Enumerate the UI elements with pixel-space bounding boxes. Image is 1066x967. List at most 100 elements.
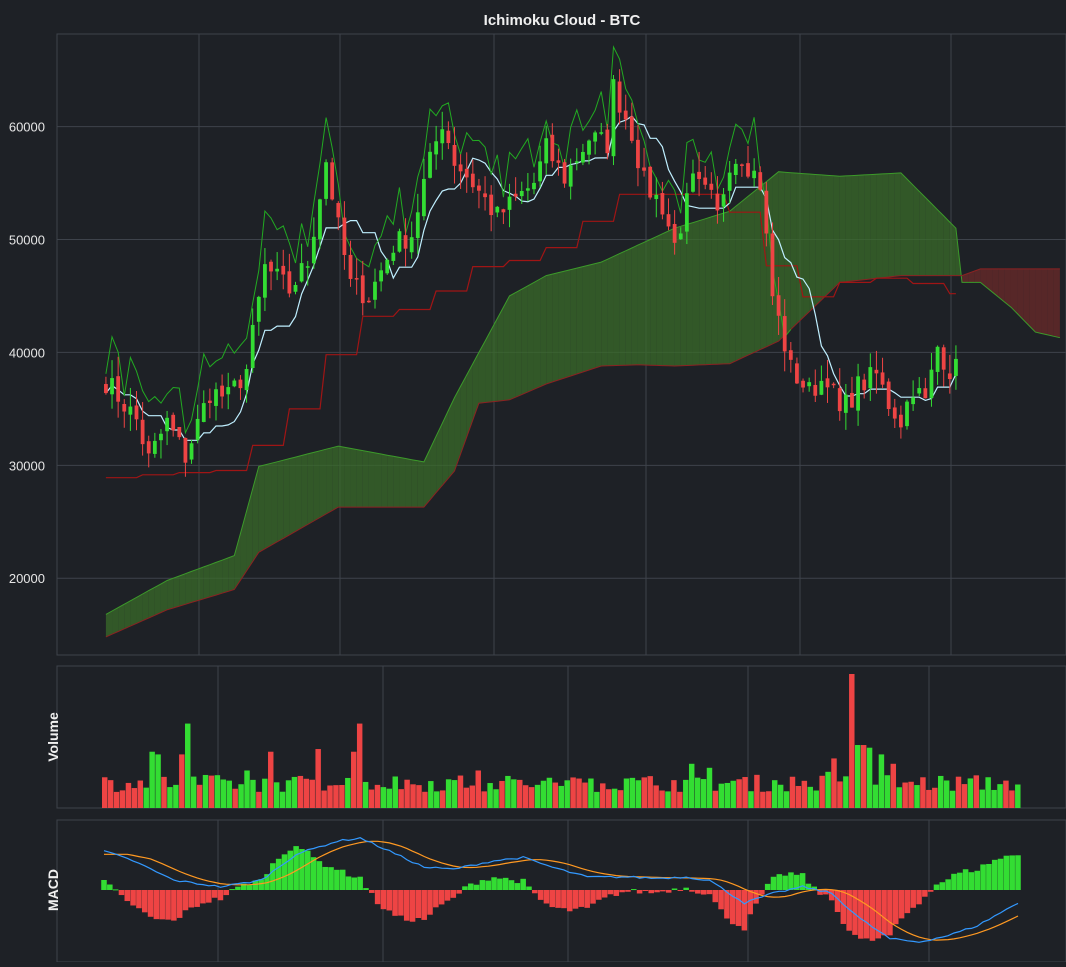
cloud-segment-bullish [809,174,816,312]
volume-bar-down [908,781,914,808]
volume-bar-up [244,770,250,808]
candle-down [874,369,879,374]
macd-hist-bar-positive [980,864,986,890]
cloud-segment-bullish [625,247,632,366]
macd-hist-bar-negative [892,890,899,925]
macd-hist-bar-negative [735,890,742,926]
macd-hist-bar-negative [828,890,835,901]
cloud-segment-bearish [1023,268,1030,326]
cloud-segment-bullish [264,463,272,549]
macd-hist-bar-positive [485,880,491,890]
candle-up [532,182,536,190]
macd-hist-bar-negative [625,890,631,892]
macd-hist-bar-positive [1015,855,1021,890]
candle-up [159,433,163,441]
volume-bar-down [457,775,464,808]
macd-hist-bar-positive [968,872,975,890]
cloud-segment-bearish [1004,268,1011,308]
volume-bar-up [937,775,944,808]
volume-bar-down [582,782,588,808]
volume-bar-down [398,789,404,808]
candle-up [128,406,133,415]
macd-hist-bar-negative [537,890,544,900]
volume-bar-up [623,778,630,808]
macd-hist-bar-positive [351,877,358,890]
cloud-segment-bullish [344,447,351,508]
volume-bar-up [683,779,689,808]
volume-bar-up [629,777,636,808]
volume-bar-down [208,775,215,808]
volume-bar-up [214,775,221,808]
macd-hist-bar-negative [858,890,864,939]
macd-hist-bar-negative [817,890,823,895]
macd-hist-bar-negative [689,890,695,892]
volume-bar-down [161,776,167,808]
macd-hist-bar-negative [840,890,847,924]
candle-up [195,418,200,440]
candle-down [477,185,481,191]
candle-up [593,132,598,142]
macd-hist-bar-negative [188,890,195,908]
macd-hist-bar-negative [654,890,660,893]
volume-bar-up [380,787,387,808]
volume-bar-down [522,785,529,808]
cloud-segment-bullish [894,172,901,277]
macd-hist-bar-positive [316,861,323,890]
candle-down [923,388,928,399]
macd-hist-bar-negative [532,890,538,894]
macd-hist-bar-negative [456,890,462,894]
candle-down [354,278,359,280]
macd-hist-bar-negative [194,890,200,907]
macd-hist-bar-positive [805,883,812,890]
cloud-segment-bullish [368,451,375,508]
volume-bar-up [807,786,814,808]
cloud-segment-bullish [845,175,852,282]
macd-hist-bar-negative [724,890,730,919]
cloud-segment-bullish [362,450,369,508]
volume-bar-up [173,784,179,808]
volume-bar-up [487,783,493,808]
macd-hist-bar-positive [514,883,521,890]
volume-bar-up [451,780,458,808]
candle-down [862,379,867,391]
macd-hist-bar-positive [1003,855,1010,890]
candle-up [152,440,157,454]
volume-bar-up [688,763,695,808]
candle-down [489,194,494,216]
macd-hist-bar-negative [369,890,375,893]
macd-hist-bar-negative [171,890,177,921]
cloud-segment-bearish [986,268,993,293]
macd-hist-bar-positive [357,876,363,890]
macd-hist-bar-positive [764,883,771,890]
macd-hist-bar-positive [799,873,806,890]
cloud-segment-bullish [136,594,143,624]
volume-bar-down [671,780,677,808]
cloud-segment-bullish [319,449,327,518]
cloud-segment-bullish [656,233,663,366]
cloud-segment-bullish [582,265,590,372]
macd-hist-bar-negative [747,890,753,915]
macd-hist-bar-negative [543,890,550,904]
candle-up [165,417,169,432]
volume-bar-up [386,788,393,808]
macd-hist-bar-positive [287,850,294,890]
macd-hist-bar-positive [334,869,340,890]
volume-bar-down [315,749,321,808]
volume-bar-down [196,784,203,808]
volume-bar-down [404,779,410,808]
cloud-segment-bullish [637,242,645,366]
cloud-segment-bearish [1041,268,1048,335]
volume-bar-up [878,754,885,808]
candle-down [342,217,347,256]
volume-bar-down [659,790,665,808]
macd-hist-bar-positive [258,879,264,890]
volume-bar-down [600,783,606,808]
candle-down [941,347,946,370]
volume-bar-down [416,785,422,808]
volume-bar-up [392,776,398,808]
candle-up [244,369,249,391]
cloud-segment-bullish [387,455,394,508]
candle-up [440,129,445,144]
volume-bar-down [1009,790,1015,808]
macd-hist-bar-positive [951,873,957,890]
